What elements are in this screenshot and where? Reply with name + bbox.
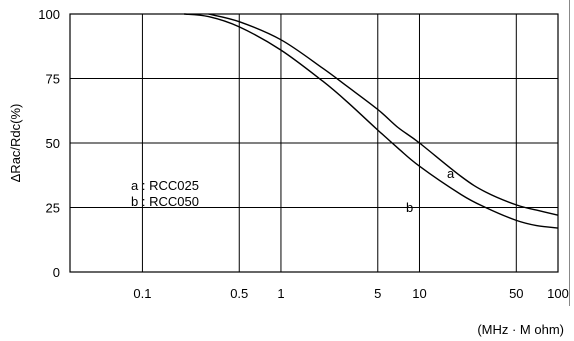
- x-tick-label: 0.5: [230, 286, 248, 301]
- grid: [70, 13, 559, 273]
- x-tick-label: 50: [509, 286, 523, 301]
- x-tick-label: 5: [374, 286, 381, 301]
- series-label-b: b: [406, 200, 413, 215]
- x-axis-label: (MHz · M ohm): [477, 322, 564, 337]
- x-tick-labels: 0.1 0.5 1 5 10 50 100: [133, 286, 568, 301]
- legend-entry-a: a : RCC025: [131, 178, 199, 193]
- series-labels: ab: [406, 166, 455, 215]
- legend-entry-b: b : RCC050: [131, 194, 199, 209]
- series-label-a: a: [447, 166, 455, 181]
- series-line-a: [208, 13, 559, 216]
- x-tick-label: 100: [547, 286, 569, 301]
- y-tick-labels: 0 25 50 75 100: [38, 7, 60, 280]
- series-line-b: [184, 13, 559, 229]
- y-tick-label: 100: [38, 7, 60, 22]
- x-tick-label: 0.1: [133, 286, 151, 301]
- y-tick-label: 50: [46, 136, 60, 151]
- y-tick-label: 75: [46, 72, 60, 87]
- right-border-line: [569, 0, 570, 306]
- plot-frame: [69, 13, 559, 273]
- y-axis-label: ΔRac/Rdc(%): [8, 104, 23, 183]
- x-tick-label: 1: [277, 286, 284, 301]
- y-tick-label: 0: [53, 265, 60, 280]
- x-tick-label: 10: [412, 286, 426, 301]
- y-tick-label: 25: [46, 201, 60, 216]
- series-lines: [184, 13, 559, 229]
